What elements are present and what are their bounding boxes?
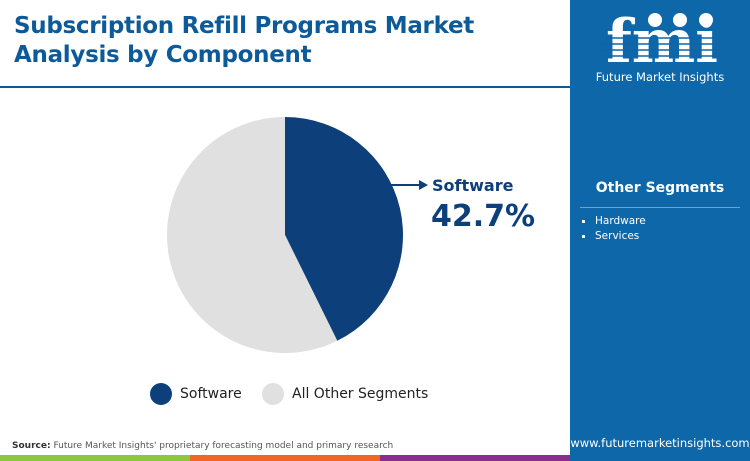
pie-slice-other <box>167 117 338 353</box>
legend-item-other: All Other Segments <box>262 383 428 405</box>
legend-label: All Other Segments <box>292 386 429 402</box>
legend-swatch <box>262 383 284 405</box>
callout-value: 42.7% <box>431 199 536 234</box>
other-segments-title: Other Segments <box>595 180 725 196</box>
other-segments-divider <box>580 207 740 208</box>
callout-label: Software <box>432 176 514 195</box>
title-line-2: Analysis by Component <box>14 42 312 68</box>
legend-swatch <box>150 383 172 405</box>
pie-slice-software <box>285 117 403 341</box>
footer-bar-orange <box>190 455 380 461</box>
sidebar <box>570 0 750 461</box>
source-note: Source: Future Market Insights' propriet… <box>12 441 394 451</box>
pie-chart <box>167 117 428 353</box>
website-url[interactable]: www.futuremarketinsights.com <box>570 436 750 450</box>
footer-bar-purple <box>380 455 570 461</box>
footer-bar-green <box>0 455 190 461</box>
legend-label: Software <box>180 386 242 402</box>
chart-title: Subscription Refill Programs Market Analy… <box>14 12 474 70</box>
title-divider <box>0 86 570 88</box>
logo-text: Future Market Insights <box>595 70 725 84</box>
callout-arrow-icon <box>419 180 428 190</box>
legend-item-software: Software <box>150 383 242 405</box>
fmi-logo: fmi <box>600 8 725 68</box>
title-line-1: Subscription Refill Programs Market <box>14 13 474 39</box>
other-segment-item: Services <box>582 230 639 242</box>
other-segment-item: Hardware <box>582 215 646 227</box>
